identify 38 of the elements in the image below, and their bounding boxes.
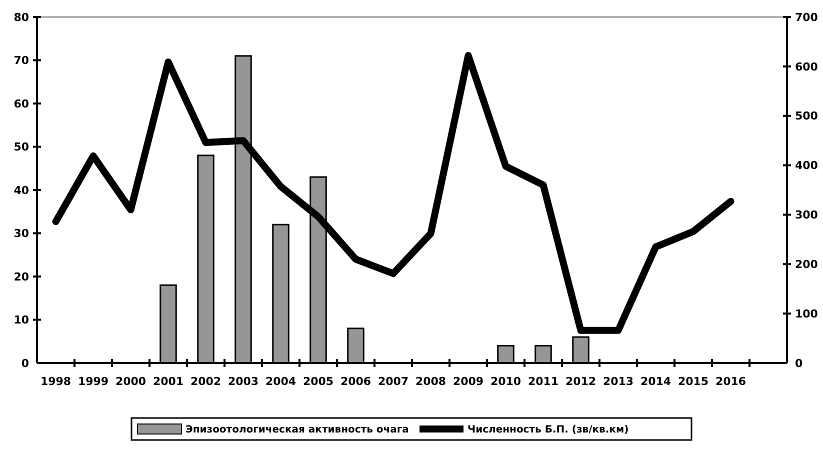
x-tick-label: 2009: [452, 375, 484, 388]
y-tick-label: 20: [14, 270, 30, 284]
y2-tick-label: 700: [795, 10, 818, 24]
y2-tick-label: 100: [795, 307, 818, 320]
x-tick-label: 1999: [78, 375, 109, 388]
x-tick-label: 2008: [415, 375, 446, 388]
x-tick-label: 2011: [528, 375, 559, 388]
x-tick-label: 2001: [152, 375, 184, 388]
x-tick-label: 2014: [640, 375, 672, 388]
x-tick-label: 2012: [565, 375, 596, 388]
x-tick-label: 1998: [40, 375, 72, 388]
y2-tick-label: 500: [795, 110, 818, 123]
y2-tick-label: 0: [795, 356, 803, 370]
x-tick-label: 2002: [190, 375, 222, 388]
y-tick-label: 40: [14, 184, 30, 197]
x-tick-label: 2010: [490, 375, 522, 388]
y-tick-label: 80: [14, 10, 30, 24]
x-tick-label: 2000: [115, 375, 146, 388]
x-tick-label: 2015: [678, 375, 709, 388]
x-tick-label: 2013: [602, 375, 634, 388]
y2-tick-label: 200: [795, 258, 818, 271]
y-tick-label: 70: [14, 54, 30, 68]
legend-label: Численность Б.П. (зв/кв.км): [468, 424, 629, 436]
x-tick-label: 2006: [340, 375, 372, 388]
y-tick-label: 0: [21, 356, 30, 370]
y2-tick-label: 400: [795, 159, 818, 172]
x-tick-label: 2005: [302, 375, 334, 388]
y-tick-label: 30: [14, 227, 30, 240]
y-tick-label: 60: [14, 97, 30, 110]
y-tick-label: 10: [14, 314, 30, 327]
legend-label: Эпизоотологическая активность очага: [186, 424, 409, 436]
x-tick-label: 2003: [228, 375, 259, 388]
x-tick-label: 2016: [715, 375, 746, 388]
x-tick-label: 2004: [265, 375, 296, 388]
y2-tick-label: 300: [795, 208, 818, 222]
y2-tick-label: 600: [795, 60, 818, 74]
x-tick-label: 2007: [378, 375, 409, 388]
y-tick-label: 50: [14, 140, 30, 154]
